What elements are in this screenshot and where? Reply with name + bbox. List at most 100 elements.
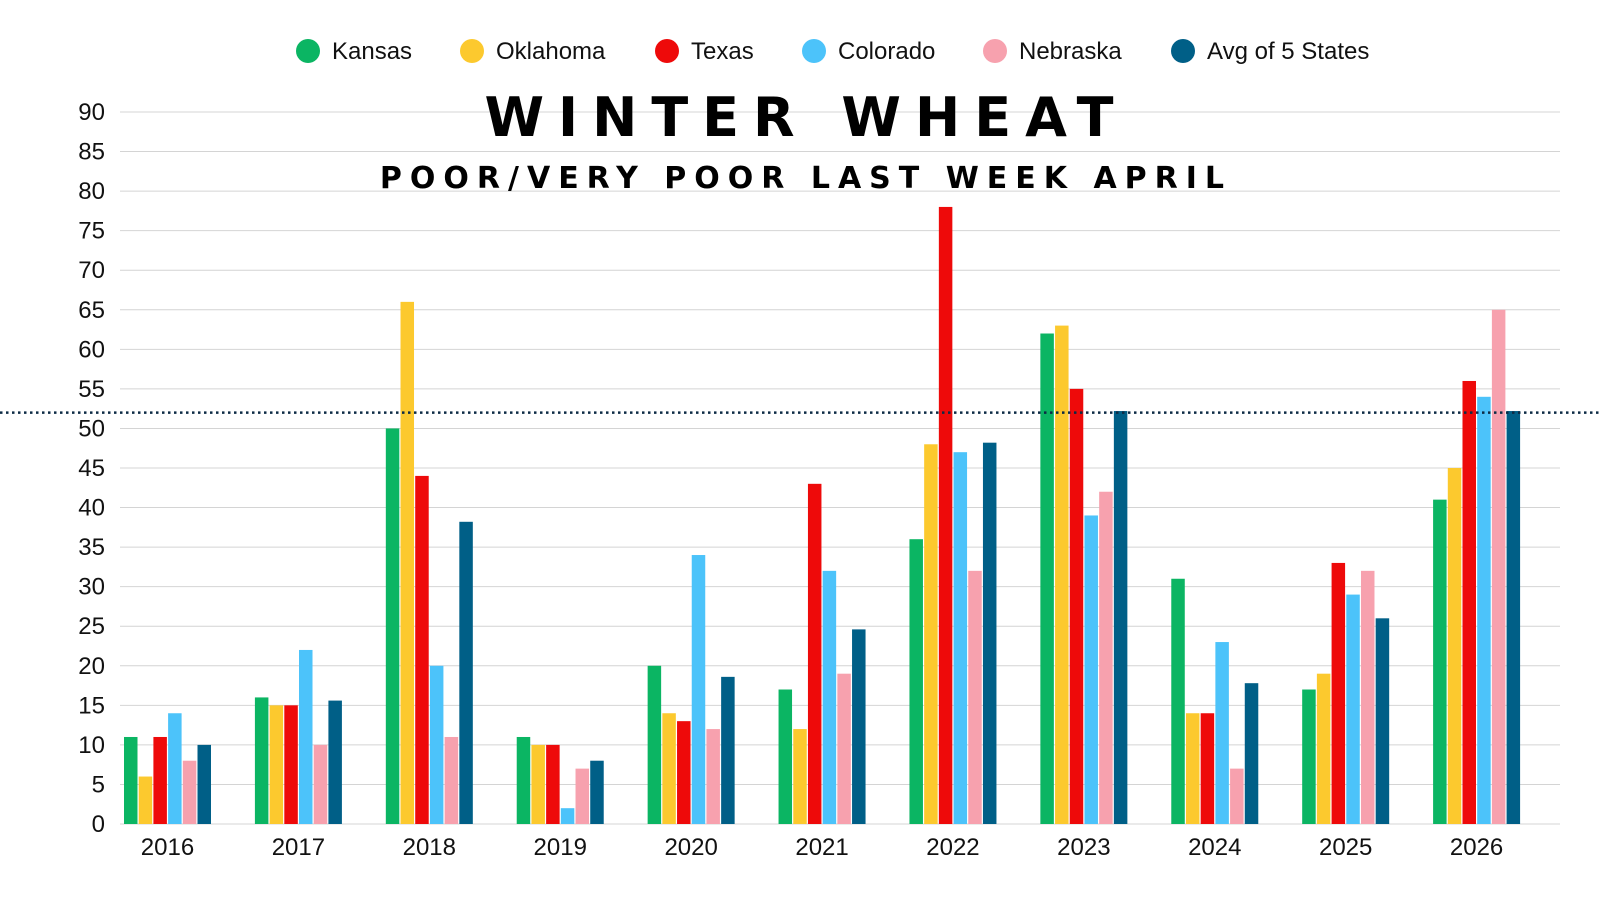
chart-title-group: WINTER WHEAT POOR/VERY POOR LAST WEEK AP… <box>380 86 1232 196</box>
bar-oklahoma-2016 <box>138 776 153 824</box>
y-tick-label: 85 <box>78 139 105 166</box>
bar-colorado-2016 <box>168 713 182 824</box>
y-tick-label: 70 <box>78 257 105 284</box>
bar-kansas-2017 <box>254 697 269 824</box>
x-tick-label: 2021 <box>795 834 848 861</box>
x-tick-label: 2024 <box>1188 834 1241 861</box>
bar-oklahoma-2023 <box>1055 325 1069 824</box>
bar-colorado-2017 <box>299 649 313 824</box>
bar-nebraska-2026 <box>1491 309 1506 824</box>
bar-oklahoma-2019 <box>531 744 545 824</box>
bar-nebraska-2016 <box>182 760 197 824</box>
x-tick-label: 2020 <box>664 834 717 861</box>
y-tick-label: 60 <box>78 336 105 363</box>
legend-label: Oklahoma <box>496 38 606 65</box>
bar-colorado-2021 <box>822 570 837 824</box>
y-tick-label: 15 <box>78 692 105 719</box>
bar-nebraska-2021 <box>837 673 851 824</box>
bar-colorado-2025 <box>1346 594 1360 824</box>
bar-texas-2025 <box>1331 562 1346 824</box>
bar-kansas-2024 <box>1171 578 1185 824</box>
bar-avg-of-5-states-2016 <box>197 744 211 824</box>
legend-marker-oklahoma <box>460 39 484 63</box>
legend: Kansas Oklahoma Texas Colorado Nebraska Avg o… <box>296 38 1369 65</box>
y-tick-label: 25 <box>78 613 105 640</box>
y-tick-label: 35 <box>78 534 105 561</box>
bar-kansas-2018 <box>385 428 400 824</box>
bar-texas-2019 <box>546 744 560 824</box>
bar-texas-2016 <box>153 736 167 824</box>
bar-kansas-2021 <box>778 689 793 824</box>
y-tick-label: 0 <box>92 811 105 838</box>
y-tick-label: 45 <box>78 455 105 482</box>
bar-kansas-2023 <box>1040 333 1054 824</box>
x-tick-label: 2019 <box>534 834 587 861</box>
bar-colorado-2018 <box>429 665 444 824</box>
bar-oklahoma-2020 <box>662 713 676 824</box>
bar-avg-of-5-states-2018 <box>459 521 473 824</box>
legend-label: Colorado <box>838 38 935 65</box>
legend-marker-avg-of-5-states <box>1171 39 1195 63</box>
bar-oklahoma-2022 <box>924 444 938 824</box>
bar-nebraska-2020 <box>706 729 720 824</box>
bar-texas-2022 <box>938 206 953 824</box>
bar-oklahoma-2024 <box>1185 713 1200 824</box>
bar-colorado-2019 <box>560 808 575 824</box>
bar-colorado-2022 <box>953 452 968 824</box>
y-tick-label: 20 <box>78 653 105 680</box>
bar-kansas-2022 <box>909 539 923 824</box>
bar-texas-2023 <box>1069 388 1084 824</box>
bars <box>124 206 1521 824</box>
bar-texas-2017 <box>284 705 298 824</box>
bar-oklahoma-2021 <box>793 729 807 824</box>
bar-texas-2024 <box>1200 713 1215 824</box>
bar-texas-2021 <box>807 483 822 824</box>
bar-avg-of-5-states-2017 <box>328 700 342 824</box>
bar-avg-of-5-states-2021 <box>852 629 866 824</box>
x-tick-label: 2025 <box>1319 834 1372 861</box>
bar-texas-2018 <box>415 475 429 824</box>
legend-label: Avg of 5 States <box>1207 38 1369 65</box>
y-tick-label: 40 <box>78 495 105 522</box>
y-tick-label: 10 <box>78 732 105 759</box>
gridlines <box>120 111 1560 825</box>
x-tick-label: 2026 <box>1450 834 1503 861</box>
x-tick-label: 2022 <box>926 834 979 861</box>
bar-avg-of-5-states-2023 <box>1113 411 1128 824</box>
x-tick-label: 2017 <box>272 834 325 861</box>
y-tick-label: 50 <box>78 415 105 442</box>
bar-avg-of-5-states-2026 <box>1506 411 1521 824</box>
bar-oklahoma-2018 <box>400 301 415 824</box>
bar-nebraska-2019 <box>575 768 590 824</box>
bar-avg-of-5-states-2022 <box>982 442 997 824</box>
bar-nebraska-2025 <box>1360 570 1375 824</box>
bar-nebraska-2018 <box>444 736 459 824</box>
bar-avg-of-5-states-2019 <box>590 760 604 824</box>
bar-oklahoma-2026 <box>1447 468 1462 824</box>
y-tick-label: 80 <box>78 178 105 205</box>
bar-avg-of-5-states-2020 <box>721 676 735 824</box>
bar-colorado-2023 <box>1084 515 1098 824</box>
legend-marker-texas <box>655 39 679 63</box>
y-tick-label: 75 <box>78 218 105 245</box>
legend-marker-colorado <box>802 39 826 63</box>
legend-label: Texas <box>691 38 754 65</box>
x-tick-label: 2023 <box>1057 834 1110 861</box>
chart-title: WINTER WHEAT <box>484 86 1127 149</box>
bar-nebraska-2024 <box>1230 768 1244 824</box>
bar-nebraska-2017 <box>313 744 328 824</box>
legend-label: Kansas <box>332 38 412 65</box>
bar-nebraska-2023 <box>1099 491 1113 824</box>
x-tick-label: 2018 <box>403 834 456 861</box>
bar-kansas-2026 <box>1433 499 1447 824</box>
legend-label: Nebraska <box>1019 38 1122 65</box>
bar-colorado-2024 <box>1215 642 1229 824</box>
bar-colorado-2026 <box>1477 396 1491 824</box>
chart-subtitle: POOR/VERY POOR LAST WEEK APRIL <box>380 161 1232 196</box>
bar-avg-of-5-states-2025 <box>1375 618 1390 824</box>
legend-marker-kansas <box>296 39 320 63</box>
y-tick-label: 90 <box>78 99 105 126</box>
bar-kansas-2020 <box>647 665 662 824</box>
y-tick-label: 65 <box>78 297 105 324</box>
